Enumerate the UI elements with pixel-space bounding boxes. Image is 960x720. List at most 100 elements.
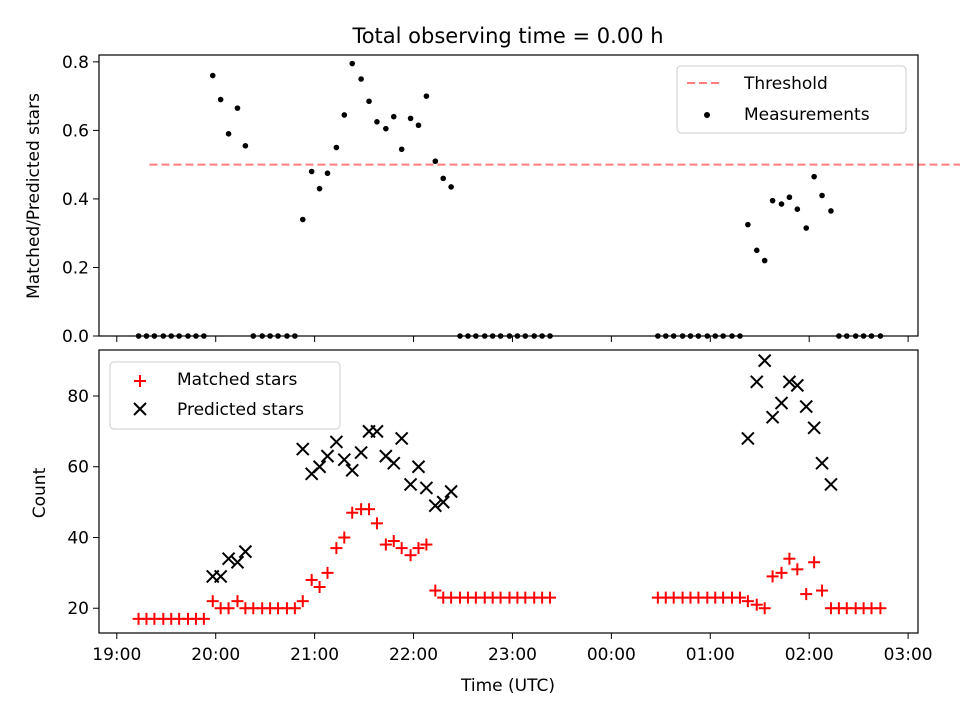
predicted-star-point: [774, 396, 789, 410]
matched-star-point: [370, 517, 383, 530]
measurement-point: [786, 194, 793, 201]
measurement-point: [828, 208, 834, 214]
bottom-y-tick-label: 20: [67, 599, 89, 619]
x-tick-label: 23:00: [488, 645, 537, 665]
predicted-star-point: [403, 477, 418, 492]
top-y-tick-label: 0.4: [62, 190, 89, 210]
predicted-star-point: [312, 460, 327, 474]
matched-star-point: [775, 566, 788, 579]
predicted-star-point: [337, 452, 352, 467]
matched-star-point: [412, 542, 425, 555]
matched-star-point: [874, 602, 887, 615]
matched-star-point: [231, 595, 244, 608]
matched-star-point: [741, 595, 754, 608]
top-x-axis: [116, 336, 909, 342]
bottom-plot-marks: [132, 353, 887, 625]
predicted-star-point: [419, 481, 434, 495]
matched-star-point: [766, 570, 779, 583]
x-tick-label: 20:00: [191, 645, 240, 665]
bottom-panel: 20 40 60 80 19:00 20:00 21:00 22:00 23:00 00:00 0…: [30, 349, 933, 696]
measurement-point: [803, 225, 810, 231]
measurement-point: [398, 146, 405, 153]
predicted-star-point: [428, 498, 443, 513]
bottom-y-axis-label: Count: [30, 467, 50, 518]
top-y-tick-label: 0.8: [62, 53, 89, 73]
measurement-point: [217, 96, 224, 103]
matched-star-point: [750, 598, 763, 611]
predicted-star-point: [799, 399, 813, 414]
top-y-axis-label: Matched/Predicted stars: [24, 93, 44, 299]
predicted-star-point: [790, 378, 805, 393]
measurement-point: [358, 76, 364, 82]
measurement-point: [333, 144, 340, 151]
measurement-point: [374, 119, 380, 125]
bottom-legend: Matched stars Predicted stars: [109, 361, 341, 430]
matched-star-point: [206, 595, 219, 608]
measurement-point: [769, 197, 776, 204]
predicted-star-point: [782, 375, 797, 389]
measurement-point: [234, 105, 241, 111]
measurement-point: [811, 173, 817, 180]
predicted-star-point: [741, 431, 755, 446]
measurement-point: [366, 98, 372, 105]
x-tick-label: 22:00: [389, 645, 438, 665]
predicted-star-point: [824, 477, 838, 492]
predicted-star-point: [345, 463, 359, 477]
predicted-star-point: [370, 424, 384, 439]
x-tick-label: 03:00: [884, 645, 933, 665]
bottom-y-tick-label: 80: [67, 387, 89, 407]
predicted-star-point: [757, 353, 772, 368]
measurement-point: [316, 185, 323, 192]
matched-star-point: [305, 573, 318, 586]
predicted-star-point: [387, 456, 401, 470]
x-tick-label: 21:00: [290, 645, 339, 665]
matched-star-point: [429, 584, 442, 597]
matched-star-point: [288, 602, 301, 615]
top-y-tick-label: 0.2: [62, 258, 89, 278]
x-tick-label: 19:00: [92, 645, 141, 665]
measurement-point: [415, 122, 422, 129]
top-axes-frame: [98, 54, 919, 337]
bottom-y-tick-label: 40: [67, 528, 89, 548]
legend-measurements-label: Measurements: [744, 105, 870, 125]
matched-star-point: [387, 535, 400, 548]
top-panel: 0.00.20.40.60.8 Matched/Predicted stars …: [24, 53, 960, 347]
predicted-star-point: [815, 456, 829, 470]
legend-matched-swatch: [134, 375, 146, 387]
matched-star-point: [816, 584, 829, 597]
predicted-star-point: [750, 375, 764, 389]
bottom-y-axis: 20 40 60 80: [67, 387, 99, 619]
predicted-star-point: [230, 555, 245, 569]
bottom-legend-box: [109, 361, 341, 430]
predicted-star-point: [765, 410, 780, 424]
measurement-point: [753, 247, 760, 254]
predicted-star-point: [238, 544, 253, 559]
matched-star-point: [222, 602, 235, 615]
measurement-point: [432, 158, 439, 165]
predicted-star-point: [807, 421, 821, 435]
matched-star-point: [321, 566, 334, 579]
bottom-y-tick-label: 60: [67, 458, 89, 478]
matched-star-point: [296, 595, 309, 608]
measurement-point: [308, 168, 315, 175]
measurement-point: [423, 93, 430, 99]
predicted-star-point: [354, 445, 368, 460]
top-legend-box: [676, 65, 907, 134]
measurement-point: [440, 175, 447, 182]
matched-star-point: [420, 538, 433, 551]
bottom-x-axis: 19:00 20:00 21:00 22:00 23:00 00:00 01:00 02:00…: [92, 633, 933, 665]
matched-star-point: [404, 549, 417, 562]
measurement-point: [299, 216, 306, 223]
measurement-point: [390, 113, 397, 120]
measurement-point: [794, 206, 801, 213]
top-y-axis: 0.0 0.2 0.4 0.6 0.8: [62, 53, 99, 347]
measurement-point: [324, 170, 331, 177]
predicted-star-point: [394, 431, 409, 446]
legend-threshold-label: Threshold: [743, 74, 828, 94]
measurement-point: [448, 184, 454, 190]
x-tick-label: 02:00: [785, 645, 834, 665]
matched-star-point: [733, 591, 746, 604]
matched-star-point: [395, 542, 408, 555]
matched-star-point: [346, 506, 359, 519]
